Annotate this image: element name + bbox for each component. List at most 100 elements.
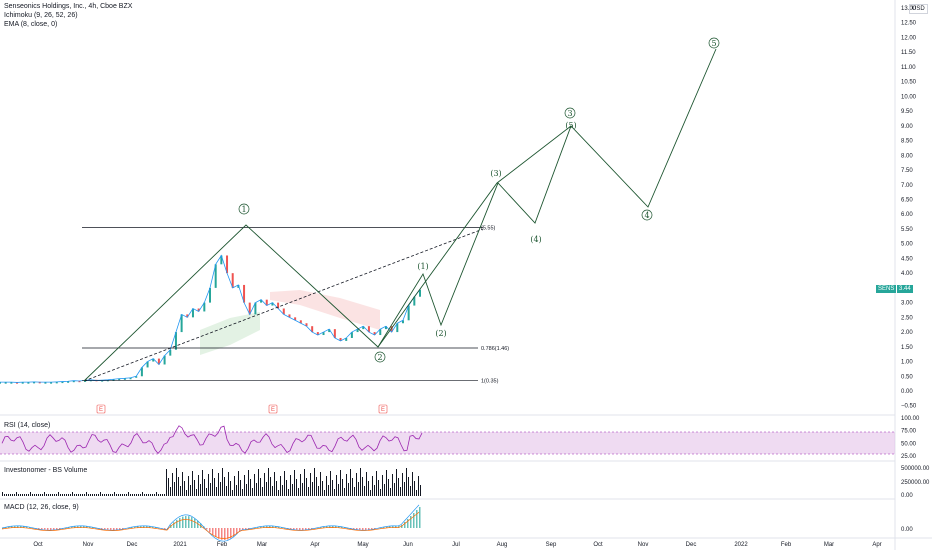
volume-bar xyxy=(296,479,297,496)
macd-axis: 0.00 xyxy=(901,527,913,533)
price-tick-label: 5.50 xyxy=(901,227,913,233)
volume-bar xyxy=(156,492,157,496)
wave-label-circle xyxy=(641,209,653,221)
macd-bar xyxy=(152,526,154,528)
volume-bar xyxy=(112,494,113,496)
macd-bar xyxy=(164,528,166,529)
volume-bar xyxy=(34,494,35,496)
volume-bar xyxy=(302,483,303,496)
earnings-marker: E xyxy=(271,407,275,413)
volume-bar xyxy=(352,478,353,496)
time-tick-label: Dec xyxy=(127,542,138,548)
volume-bar xyxy=(38,494,39,496)
macd-bar xyxy=(293,528,295,530)
volume-bar xyxy=(414,481,415,496)
wave-label: (2) xyxy=(435,329,446,338)
price-tick-label: 9.50 xyxy=(901,109,913,115)
macd-bar xyxy=(413,513,415,528)
price-candle xyxy=(254,302,257,315)
volume-bar xyxy=(326,476,327,496)
volume-bar xyxy=(212,469,213,496)
currency-label: USD xyxy=(909,4,928,14)
volume-bar xyxy=(24,494,25,496)
volume-bar xyxy=(172,473,173,496)
volume-bar xyxy=(284,471,285,496)
volume-bar xyxy=(10,494,11,496)
volume-bar xyxy=(58,492,59,496)
macd-bar xyxy=(401,525,403,528)
macd-bar xyxy=(56,528,58,530)
price-tick-label: 6.50 xyxy=(901,198,913,204)
price-candle xyxy=(197,308,200,312)
volume-bar xyxy=(88,494,89,496)
macd-bar xyxy=(287,528,289,529)
macd-bar xyxy=(173,522,175,528)
volume-bar xyxy=(402,473,403,496)
volume-bar xyxy=(396,469,397,496)
volume-bar xyxy=(356,473,357,496)
price-candle xyxy=(33,381,36,384)
price-candle xyxy=(38,381,41,384)
price-candle xyxy=(305,323,308,327)
time-tick-label: Jul xyxy=(452,542,460,548)
volume-bar xyxy=(306,478,307,496)
macd-bar xyxy=(188,516,190,528)
macd-bar xyxy=(290,528,292,530)
price-candle xyxy=(220,255,223,265)
wave-projection xyxy=(83,48,717,382)
price-tick-label: 9.00 xyxy=(901,124,913,130)
wave-projection-inner xyxy=(377,125,572,348)
volume-bar xyxy=(202,470,203,496)
price-candle xyxy=(21,382,24,384)
macd-bar xyxy=(260,526,262,528)
macd-bar xyxy=(215,528,217,538)
time-tick-label: Apr xyxy=(872,542,881,548)
volume-bar xyxy=(40,494,41,496)
wave-label: (3) xyxy=(490,169,501,178)
volume-bar xyxy=(240,480,241,496)
volume-bar xyxy=(294,470,295,496)
macd-bar xyxy=(242,528,244,530)
macd-bar xyxy=(302,528,304,530)
macd-bar xyxy=(59,528,61,530)
volume-bar xyxy=(268,468,269,496)
volume-bar xyxy=(114,492,115,496)
time-tick-label: Sep xyxy=(546,542,557,548)
macd-bar xyxy=(221,528,223,540)
macd-bar xyxy=(110,528,112,530)
macd-bar xyxy=(212,528,214,535)
macd-tick-label: 0.00 xyxy=(901,527,913,533)
price-axis: 13.00 12.50 12.00 11.50 11.00 10.50 10.00 9.50 9… xyxy=(901,6,917,410)
volume-bar xyxy=(18,494,19,496)
price-candle xyxy=(339,337,342,341)
rsi-band xyxy=(0,432,895,454)
macd-bar xyxy=(83,526,85,528)
macd-bar xyxy=(365,528,367,530)
volume-bar xyxy=(98,494,99,496)
time-tick-label: Apr xyxy=(310,542,319,548)
price-candle xyxy=(231,273,234,288)
volume-bar xyxy=(8,494,9,496)
volume-bar xyxy=(62,494,63,496)
volume-bar xyxy=(162,494,163,496)
price-candle xyxy=(316,332,319,336)
time-tick-label: Oct xyxy=(33,542,43,548)
macd-bar xyxy=(305,528,307,530)
macd-bar xyxy=(137,526,139,528)
volume-bar xyxy=(410,486,411,496)
volume-bar xyxy=(256,483,257,496)
price-candle xyxy=(384,326,387,330)
macd-bar xyxy=(182,516,184,528)
volume-bar xyxy=(80,494,81,496)
volume-bar xyxy=(194,480,195,496)
price-tick-label: 5.00 xyxy=(901,242,913,248)
volume-bar xyxy=(250,479,251,496)
wave-label-circle xyxy=(374,351,386,363)
volume-bar xyxy=(346,474,347,496)
volume-axis: 500000.00 250000.00 0.00 xyxy=(901,466,930,499)
volume-bar xyxy=(196,489,197,496)
macd-bar xyxy=(341,526,343,528)
macd-bar xyxy=(113,528,115,530)
macd-bar xyxy=(170,525,172,528)
macd-bar xyxy=(77,526,79,528)
